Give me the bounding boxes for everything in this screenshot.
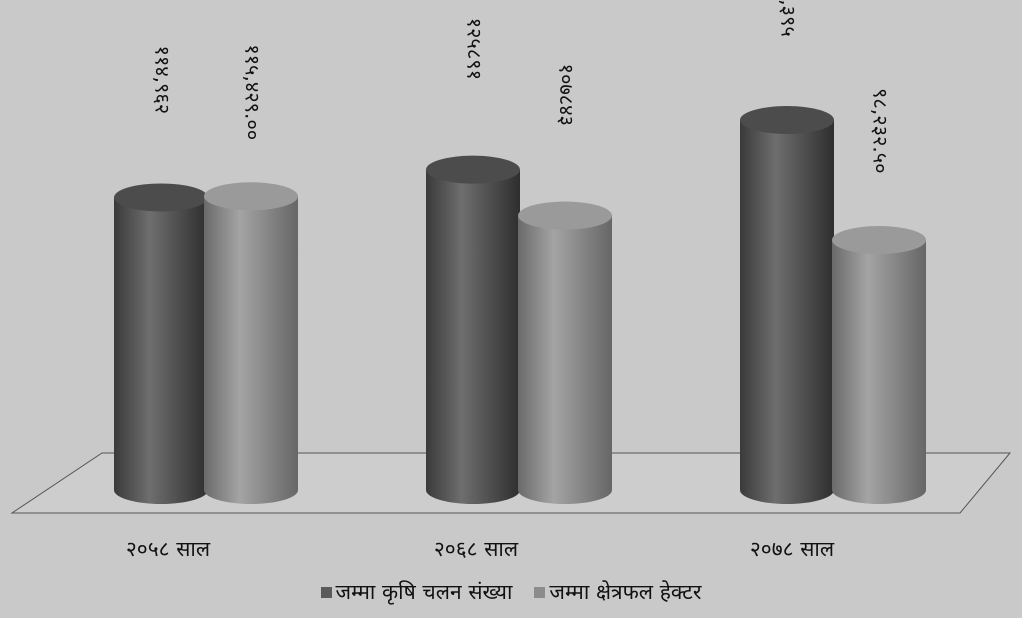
- bar: [832, 226, 926, 504]
- legend-swatch-series-1: [320, 586, 332, 598]
- legend-label-series-2: जम्मा क्षेत्रफल हेक्टर: [549, 580, 702, 604]
- category-label: २०५८ साल: [126, 537, 211, 561]
- data-label: ९८,२३२.५०: [869, 88, 893, 174]
- data-label: १२५८९१: [463, 18, 487, 80]
- category-label: २०७८ साल: [750, 537, 835, 561]
- bar-body: [204, 196, 298, 504]
- legend-swatch-series-2: [534, 586, 546, 598]
- bar-body: [114, 197, 208, 504]
- data-label: १४५,३९५: [777, 0, 801, 37]
- bar: [426, 155, 520, 505]
- legend-item-series-2: जम्मा क्षेत्रफल हेक्टर: [534, 578, 701, 606]
- bar: [114, 183, 208, 504]
- data-label: ११५,४२९.००: [241, 44, 265, 140]
- bar-top: [518, 201, 612, 230]
- bar: [204, 182, 298, 504]
- legend-label-series-1: जम्मा कृषि चलन संख्या: [335, 580, 513, 604]
- labels-layer: २०५८ साल २०६८ साल २०७८ साल ११४,९६२ ११५,४२९.०…: [126, 0, 893, 561]
- legend-item-series-1: जम्मा कृषि चलन संख्या: [320, 578, 513, 606]
- bar-top: [832, 226, 926, 255]
- bars-layer: [114, 106, 926, 505]
- bar: [740, 106, 834, 504]
- data-label: १०७८४३: [555, 64, 579, 126]
- legend: जम्मा कृषि चलन संख्या जम्मा क्षेत्रफल हे…: [0, 578, 1022, 606]
- bar-top: [740, 106, 834, 134]
- bar-body: [518, 215, 612, 505]
- bar-top: [426, 155, 520, 184]
- bar: [518, 201, 612, 505]
- bar-body: [832, 240, 926, 504]
- category-label: २०६८ साल: [434, 537, 519, 561]
- bar-body: [426, 169, 520, 505]
- bar-top: [204, 182, 298, 211]
- bar-top: [114, 183, 208, 212]
- data-label: ११४,९६२: [151, 45, 175, 114]
- bar-body: [740, 120, 834, 504]
